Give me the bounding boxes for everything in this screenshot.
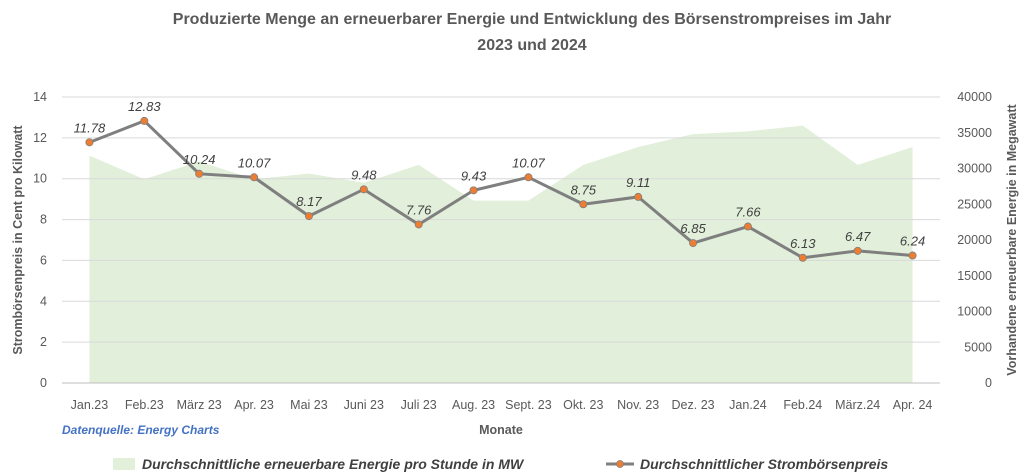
right-tick-label: 20000 bbox=[957, 233, 992, 247]
price-point bbox=[743, 222, 752, 231]
x-tick-label: März.24 bbox=[835, 398, 880, 412]
line-layer bbox=[85, 116, 917, 262]
price-data-label: 7.66 bbox=[735, 205, 761, 220]
price-point bbox=[414, 220, 423, 229]
price-data-label: 10.07 bbox=[238, 155, 271, 170]
source-note: Datenquelle: Energy Charts bbox=[62, 423, 220, 437]
left-tick-label: 6 bbox=[40, 253, 47, 267]
x-tick-label: Nov. 23 bbox=[617, 398, 659, 412]
right-tick-label: 15000 bbox=[957, 269, 992, 283]
legend-label-area: Durchschnittliche erneuerbare Energie pr… bbox=[142, 456, 525, 472]
x-tick-label: Okt. 23 bbox=[563, 398, 603, 412]
chart-title-line1: Produzierte Menge an erneuerbarer Energi… bbox=[173, 11, 891, 28]
left-tick-label: 10 bbox=[33, 172, 47, 186]
right-tick-label: 30000 bbox=[957, 162, 992, 176]
x-tick-label: Dez. 23 bbox=[672, 398, 715, 412]
left-tick-label: 14 bbox=[33, 90, 47, 104]
chart-title-line2: 2023 und 2024 bbox=[477, 37, 587, 54]
price-data-label: 12.83 bbox=[128, 99, 161, 114]
price-point bbox=[579, 200, 588, 209]
x-tick-label: Jan.24 bbox=[729, 398, 767, 412]
price-data-label: 6.85 bbox=[680, 221, 706, 236]
price-data-label: 8.75 bbox=[571, 182, 597, 197]
price-point bbox=[140, 116, 149, 125]
price-data-label: 9.11 bbox=[626, 175, 650, 190]
price-point bbox=[195, 169, 204, 178]
x-tick-label: Juli 23 bbox=[401, 398, 437, 412]
price-point bbox=[359, 185, 368, 194]
left-tick-label: 12 bbox=[33, 131, 47, 145]
left-tick-label: 4 bbox=[40, 294, 47, 308]
x-tick-label: Feb.23 bbox=[125, 398, 164, 412]
right-axis-ticks: 0 5000 10000 15000 20000 25000 30000 35000 40000 bbox=[957, 90, 992, 390]
price-point bbox=[524, 173, 533, 182]
left-tick-label: 8 bbox=[40, 213, 47, 227]
area-series-energy bbox=[89, 125, 913, 383]
x-axis-label: Monate bbox=[479, 423, 523, 437]
price-data-label: 6.47 bbox=[845, 229, 871, 244]
price-point bbox=[908, 251, 917, 260]
right-tick-label: 5000 bbox=[964, 340, 992, 354]
right-tick-label: 25000 bbox=[957, 197, 992, 211]
legend: Durchschnittliche erneuerbare Energie pr… bbox=[113, 456, 888, 472]
price-point bbox=[689, 239, 698, 248]
price-data-label: 6.24 bbox=[900, 234, 925, 249]
price-data-label: 9.43 bbox=[461, 168, 487, 183]
x-tick-label: Sept. 23 bbox=[505, 398, 552, 412]
right-tick-label: 40000 bbox=[957, 90, 992, 104]
x-tick-label: Mai 23 bbox=[290, 398, 328, 412]
price-point bbox=[634, 192, 643, 201]
area-layer bbox=[89, 125, 913, 383]
legend-swatch-area bbox=[113, 458, 135, 470]
left-axis-label: Strombörsenpreis in Cent pro Kilowatt bbox=[11, 125, 25, 355]
price-data-label: 10.07 bbox=[512, 155, 545, 170]
x-axis-ticks: Jan.23 Feb.23 März 23 Apr. 23 Mai 23 Juni 23 J… bbox=[71, 398, 933, 412]
price-point bbox=[798, 253, 807, 262]
price-point bbox=[469, 186, 478, 195]
label-layer: 11.78 12.83 10.24 10.07 8.17 9.48 7.76 9.43 10.0… bbox=[74, 99, 926, 251]
price-data-label: 8.17 bbox=[296, 194, 322, 209]
right-tick-label: 0 bbox=[985, 376, 992, 390]
legend-label-line: Durchschnittlicher Strombörsenpreis bbox=[640, 456, 888, 472]
x-tick-label: Feb.24 bbox=[783, 398, 822, 412]
left-tick-label: 2 bbox=[40, 335, 47, 349]
price-data-label: 11.78 bbox=[74, 120, 106, 135]
legend-swatch-marker bbox=[616, 460, 624, 468]
price-data-label: 7.76 bbox=[406, 202, 432, 217]
x-tick-label: Juni 23 bbox=[344, 398, 384, 412]
left-tick-label: 0 bbox=[40, 376, 47, 390]
x-tick-label: Aug. 23 bbox=[452, 398, 495, 412]
price-point bbox=[853, 246, 862, 255]
line-series-price bbox=[88, 119, 913, 260]
price-point bbox=[85, 138, 94, 147]
x-tick-label: Apr. 24 bbox=[893, 398, 933, 412]
right-axis-label: Vorhandene erneuerbare Energie in Megawa… bbox=[1005, 103, 1019, 375]
price-data-label: 6.13 bbox=[790, 236, 816, 251]
grid-layer bbox=[62, 96, 940, 384]
right-tick-label: 35000 bbox=[957, 126, 992, 140]
x-tick-label: Jan.23 bbox=[71, 398, 109, 412]
price-point bbox=[304, 212, 313, 221]
x-tick-label: Apr. 23 bbox=[234, 398, 274, 412]
left-axis-ticks: 0 2 4 6 8 10 12 14 bbox=[33, 90, 47, 390]
price-data-label: 9.48 bbox=[351, 167, 377, 182]
price-data-label: 10.24 bbox=[183, 152, 216, 167]
x-tick-label: März 23 bbox=[177, 398, 222, 412]
right-tick-label: 10000 bbox=[957, 305, 992, 319]
price-point bbox=[250, 173, 259, 182]
